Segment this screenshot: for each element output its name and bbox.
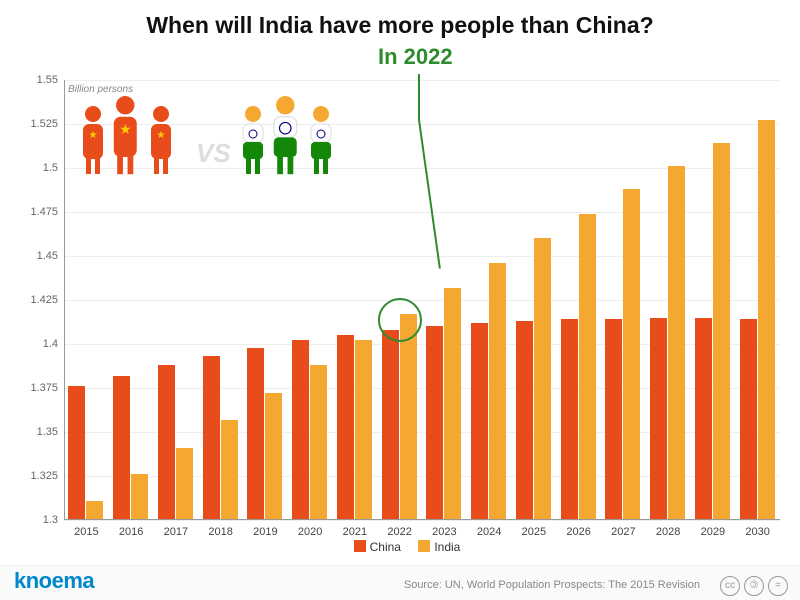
- x-tick: 2017: [164, 526, 188, 538]
- svg-text:★: ★: [157, 130, 166, 141]
- footer: knoema Source: UN, World Population Pros…: [0, 565, 800, 600]
- bar-india: [444, 288, 461, 520]
- bar-india: [668, 166, 685, 520]
- bar-india: [86, 501, 103, 520]
- y-tick: 1.525: [14, 118, 58, 130]
- x-tick: 2024: [477, 526, 501, 538]
- bar-china: [471, 323, 488, 520]
- x-tick: 2023: [432, 526, 456, 538]
- x-tick: 2022: [387, 526, 411, 538]
- bar-india: [489, 263, 506, 520]
- y-tick: 1.475: [14, 206, 58, 218]
- x-tick: 2030: [745, 526, 769, 538]
- infographic-root: { "title": "When will India have more pe…: [0, 0, 800, 600]
- china-pictogram: ★ ★ ★: [83, 96, 171, 174]
- bar-india: [534, 238, 551, 520]
- chart-title: When will India have more people than Ch…: [0, 0, 800, 39]
- highlight-circle: [378, 298, 422, 342]
- bar-india: [758, 120, 775, 520]
- x-tick: 2028: [656, 526, 680, 538]
- brand-logo: knoema: [14, 568, 94, 594]
- y-tick: 1.45: [14, 250, 58, 262]
- bar-china: [561, 319, 578, 520]
- y-tick: 1.3: [14, 514, 58, 526]
- bar-india: [310, 365, 327, 520]
- bar-china: [605, 319, 622, 520]
- bar-china: [426, 326, 443, 520]
- x-tick: 2015: [74, 526, 98, 538]
- y-tick: 1.375: [14, 382, 58, 394]
- legend-swatch-china: [354, 540, 366, 552]
- x-axis: [64, 519, 780, 520]
- bar-china: [740, 319, 757, 520]
- y-tick: 1.35: [14, 426, 58, 438]
- y-tick: 1.425: [14, 294, 58, 306]
- x-tick: 2029: [701, 526, 725, 538]
- y-tick: 1.4: [14, 338, 58, 350]
- legend-swatch-india: [418, 540, 430, 552]
- bar-india: [131, 474, 148, 520]
- licence-badges: cc🄯=: [716, 575, 788, 596]
- callout-label: In 2022: [378, 44, 453, 70]
- bar-china: [203, 356, 220, 520]
- x-tick: 2025: [522, 526, 546, 538]
- bar-china: [695, 318, 712, 520]
- licence-cc-icon: cc: [720, 576, 740, 596]
- bar-china: [247, 348, 264, 520]
- x-tick: 2027: [611, 526, 635, 538]
- x-tick: 2016: [119, 526, 143, 538]
- source-text: Source: UN, World Population Prospects: …: [404, 579, 700, 591]
- bar-india: [713, 143, 730, 520]
- vs-text: VS: [196, 138, 231, 169]
- bar-india: [623, 189, 640, 520]
- bar-india: [176, 448, 193, 520]
- y-tick: 1.55: [14, 74, 58, 86]
- bar-china: [158, 365, 175, 520]
- svg-text:★: ★: [89, 130, 98, 141]
- licence-by-icon: 🄯: [744, 576, 764, 596]
- licence-nd-icon: =: [768, 576, 788, 596]
- bar-china: [650, 318, 667, 520]
- bar-china: [68, 386, 85, 520]
- bar-china: [382, 330, 399, 520]
- x-tick: 2020: [298, 526, 322, 538]
- y-tick: 1.5: [14, 162, 58, 174]
- india-pictogram: [243, 96, 331, 174]
- bar-india: [579, 214, 596, 520]
- bar-china: [337, 335, 354, 520]
- callout-line-v: [418, 74, 420, 120]
- y-tick: 1.325: [14, 470, 58, 482]
- x-tick: 2018: [208, 526, 232, 538]
- bar-india: [400, 314, 417, 520]
- x-tick: 2019: [253, 526, 277, 538]
- x-tick: 2021: [343, 526, 367, 538]
- bar-india: [265, 393, 282, 520]
- bar-india: [355, 340, 372, 520]
- legend-label-china: China: [370, 540, 401, 554]
- y-axis: [64, 80, 65, 520]
- bar-china: [292, 340, 309, 520]
- bar-china: [516, 321, 533, 520]
- bar-china: [113, 376, 130, 520]
- svg-text:★: ★: [119, 122, 131, 137]
- bar-india: [221, 420, 238, 520]
- x-tick: 2026: [566, 526, 590, 538]
- legend: China India: [0, 540, 800, 554]
- legend-label-india: India: [434, 540, 460, 554]
